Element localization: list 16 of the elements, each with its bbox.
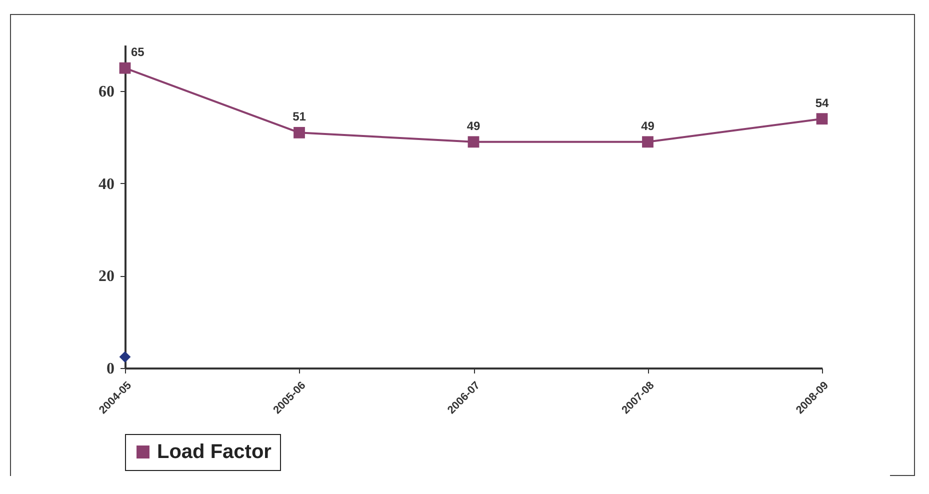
point (468, 136, 480, 148)
point (642, 136, 654, 148)
y-tick-label: 20 (98, 268, 114, 286)
data-label: 49 (466, 118, 480, 133)
point (119, 62, 131, 74)
data-label: 54 (815, 96, 829, 110)
data-label: 65 (131, 45, 145, 60)
data-label: 51 (292, 110, 306, 124)
point (294, 126, 305, 138)
point (119, 351, 131, 363)
point (816, 113, 828, 125)
y-tick-label: 40 (98, 176, 114, 193)
legend-label: Load Factor (157, 441, 272, 463)
data-label: 49 (641, 118, 655, 133)
y-tick-label: 60 (98, 84, 114, 101)
y-tick-label: 0 (106, 360, 114, 378)
